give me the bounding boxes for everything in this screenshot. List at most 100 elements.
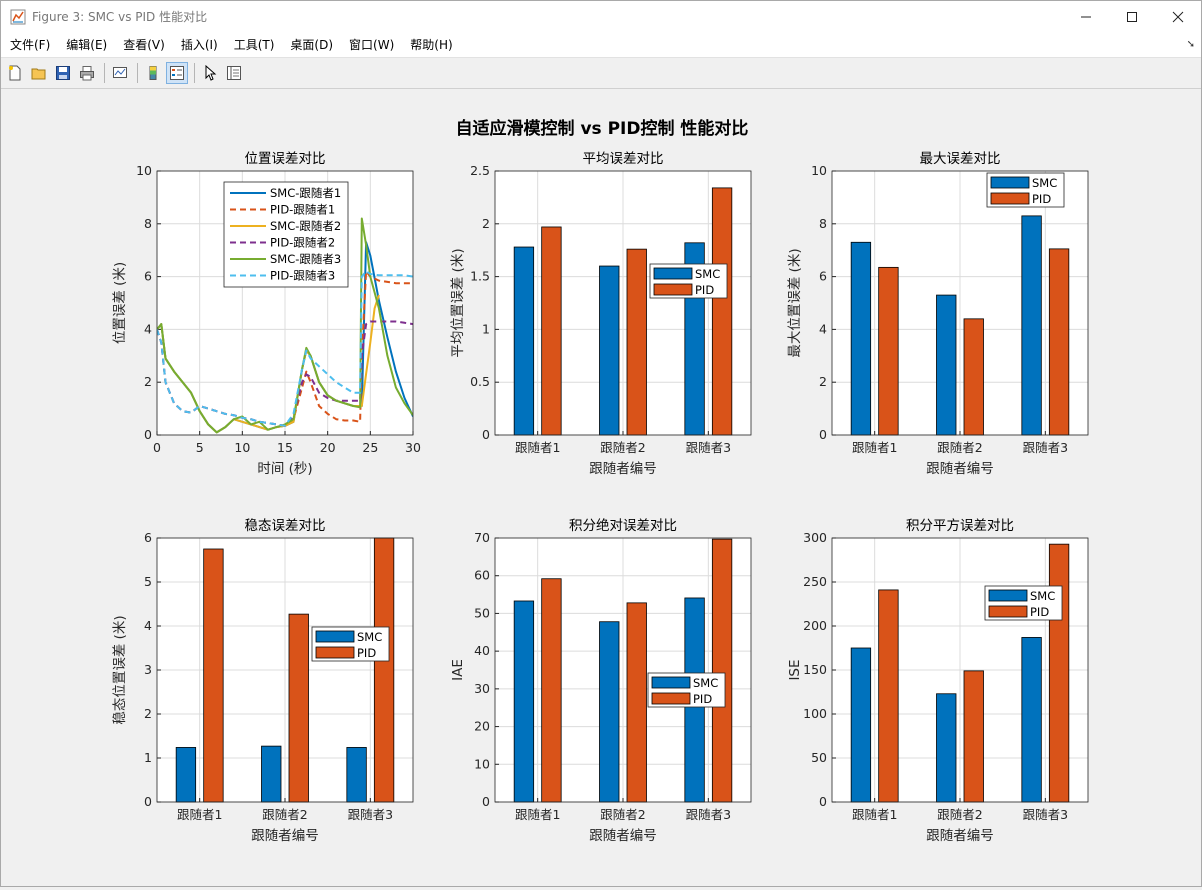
x-tick-label: 跟随者2 (600, 440, 645, 455)
open-icon[interactable] (28, 62, 50, 84)
y-tick-label: 0 (482, 794, 490, 809)
axes-title: 积分平方误差对比 (906, 518, 1014, 534)
legend-swatch (653, 283, 693, 296)
axes-title: 最大误差对比 (920, 151, 1001, 167)
x-tick-label: 15 (277, 440, 293, 455)
axes-title: 平均误差对比 (583, 151, 664, 167)
bar-pid-3 (1048, 543, 1070, 803)
bar-smc-2 (936, 294, 957, 436)
y-tick-label: 50 (474, 605, 490, 620)
x-axis-label: 跟随者编号 (251, 828, 319, 844)
legend-label: PID (1030, 605, 1049, 619)
menu-overflow-arrow-icon[interactable]: ➘ (1186, 39, 1195, 50)
bar-pid-3 (711, 187, 733, 436)
bar-pid-3 (711, 538, 733, 803)
y-tick-label: 6 (144, 530, 152, 545)
y-tick-label: 150 (803, 662, 827, 677)
pointer-icon[interactable] (199, 62, 221, 84)
menu-help[interactable]: 帮助(H) (410, 38, 453, 52)
x-axis-label: 跟随者编号 (926, 461, 994, 477)
axes-box (494, 170, 752, 436)
minimize-icon (1081, 16, 1091, 17)
x-tick-label: 跟随者1 (515, 807, 560, 822)
x-tick-label: 5 (196, 440, 204, 455)
x-tick-label: 跟随者2 (600, 807, 645, 822)
y-tick-label: 6 (819, 269, 827, 284)
bar-pid-1 (203, 548, 224, 803)
legend-label: PID (1032, 192, 1051, 206)
legend-label: SMC (693, 676, 718, 690)
title-bar: Figure 3: SMC vs PID 性能对比 (1, 1, 1201, 32)
axes-title: 稳态误差对比 (245, 518, 326, 534)
new-figure-icon[interactable] (4, 62, 26, 84)
legend-label: PID-跟随者2 (270, 236, 335, 250)
subplot-5: 积分绝对误差对比 0 10 20 30 40 50 60 70 跟随者1 跟随者2 跟随者3 SMC PI… (450, 518, 752, 844)
menu-view[interactable]: 查看(V) (123, 38, 165, 52)
y-tick-label: 20 (474, 719, 490, 734)
y-tick-label: 100 (803, 706, 827, 721)
x-tick-label: 10 (234, 440, 250, 455)
series-line-6 (157, 270, 413, 427)
figure-canvas: 自适应滑模控制 vs PID控制 性能对比 位置误差对比 0 2 4 6 8 10 0 5 10 1… (2, 89, 1202, 886)
subplot-1: 位置误差对比 0 2 4 6 8 10 0 5 10 15 20 25 30 SMC-跟随者1 PID-跟随者… (112, 151, 421, 477)
menu-insert[interactable]: 插入(I) (180, 38, 218, 52)
legend-label: PID (695, 283, 714, 297)
bar-smc-1 (850, 241, 872, 436)
save-icon[interactable] (52, 62, 74, 84)
legend-swatch (653, 267, 693, 280)
x-tick-label: 30 (405, 440, 421, 455)
menu-file[interactable]: 文件(F) (10, 38, 51, 52)
close-button[interactable] (1155, 1, 1201, 32)
y-axis-label: 最大位置误差 (米) (787, 248, 803, 357)
property-inspector-icon[interactable] (223, 62, 245, 84)
bar-smc-3 (346, 747, 367, 803)
legend-swatch (988, 589, 1028, 602)
bar-smc-1 (513, 600, 535, 803)
y-tick-label: 1 (144, 750, 152, 765)
x-axis-label: 跟随者编号 (926, 828, 994, 844)
bar-pid-3 (1048, 248, 1070, 436)
y-tick-label: 8 (144, 216, 152, 231)
x-tick-label: 20 (320, 440, 336, 455)
bar-smc-1 (175, 747, 197, 803)
x-axis-label: 时间 (秒) (257, 461, 312, 477)
y-tick-label: 50 (811, 750, 827, 765)
menu-desktop[interactable]: 桌面(D) (290, 38, 334, 52)
y-tick-label: 0.5 (470, 374, 490, 389)
x-tick-label: 跟随者2 (937, 807, 982, 822)
print-icon[interactable] (76, 62, 98, 84)
bar-smc-2 (936, 693, 957, 803)
legend: SMC PID (986, 172, 1065, 208)
legend: SMC-跟随者1 PID-跟随者1 SMC-跟随者2 PID-跟随者2 SMC-跟随者3… (223, 181, 349, 288)
y-tick-label: 2 (144, 374, 152, 389)
axes-box (831, 170, 1089, 436)
legend-icon[interactable] (166, 62, 188, 84)
colorbar-icon[interactable] (142, 62, 164, 84)
y-tick-label: 8 (819, 216, 827, 231)
y-tick-label: 2 (482, 216, 490, 231)
bar-pid-3 (373, 537, 395, 803)
y-tick-label: 10 (811, 163, 827, 178)
bar-pid-1 (541, 578, 562, 803)
legend: SMC PID (311, 626, 390, 662)
legend-swatch (651, 676, 691, 689)
y-axis-label: 位置误差 (米) (112, 262, 128, 344)
minimize-button[interactable] (1063, 1, 1109, 32)
legend-swatch (651, 692, 691, 705)
figure-toolbar (1, 58, 1201, 89)
y-tick-label: 300 (803, 530, 827, 545)
bar-pid-2 (626, 602, 647, 803)
maximize-button[interactable] (1109, 1, 1155, 32)
axes-box (156, 537, 414, 803)
bar-pid-1 (878, 266, 899, 436)
link-plot-icon[interactable] (109, 62, 131, 84)
y-tick-label: 6 (144, 269, 152, 284)
menu-edit[interactable]: 编辑(E) (66, 38, 108, 52)
axes-title: 积分绝对误差对比 (569, 518, 677, 534)
y-axis-label: ISE (787, 659, 803, 680)
legend-swatch (315, 646, 355, 659)
menu-tools[interactable]: 工具(T) (233, 38, 275, 52)
x-tick-label: 跟随者1 (177, 807, 222, 822)
menu-window[interactable]: 窗口(W) (349, 38, 395, 52)
